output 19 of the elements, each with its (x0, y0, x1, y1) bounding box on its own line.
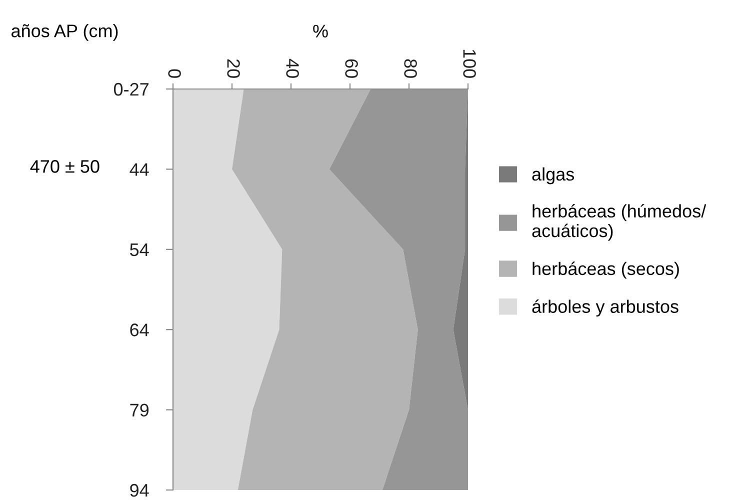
x-tick-label: 60 (345, 59, 358, 78)
y-tick-label: 54 (130, 244, 149, 256)
x-tick-label: 100 (463, 50, 476, 78)
x-tick-label: 80 (404, 59, 417, 78)
y-tick-label: 79 (130, 404, 149, 417)
x-tick-label: 40 (286, 58, 299, 78)
y-tick-label: 0-27 (114, 82, 148, 96)
legend-label: herbáceas (húmedos/ acuáticos) (532, 204, 706, 241)
x-tick-label: 20 (227, 59, 240, 78)
x-tick-label: 0 (168, 69, 181, 78)
y-axis-title: años AP (cm) (12, 24, 118, 41)
text: 470 ± 50 (30, 160, 100, 173)
legend-label: algas (532, 167, 574, 184)
y-tick-label: 64 (130, 324, 149, 336)
y-tick-label: 94 (130, 484, 149, 497)
legend-label: herbáceas (secos) (532, 262, 679, 279)
y-tick-label: 44 (130, 163, 149, 176)
x-axis-title: % (313, 24, 328, 38)
legend-label: árboles y arbustos (532, 300, 678, 317)
